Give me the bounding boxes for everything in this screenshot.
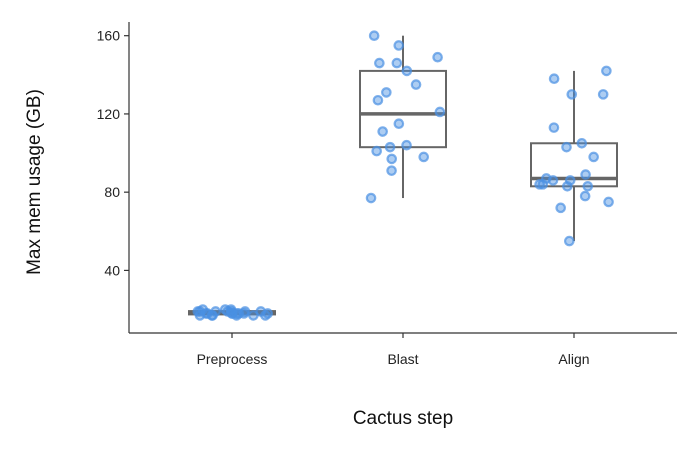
data-point xyxy=(225,304,237,315)
y-ticks: 40 80 120 160 xyxy=(97,28,129,278)
y-tick-label: 80 xyxy=(104,184,120,200)
x-ticks: Preprocess Blast Align xyxy=(197,333,590,367)
data-point xyxy=(371,145,382,157)
data-point xyxy=(548,73,560,85)
data-point xyxy=(365,192,377,204)
data-point xyxy=(401,139,412,151)
data-point xyxy=(239,306,251,317)
data-point xyxy=(576,137,588,149)
data-point xyxy=(192,306,204,317)
data-point xyxy=(262,308,274,319)
data-point xyxy=(566,89,578,100)
data-point xyxy=(597,89,609,100)
x-tick-label: Align xyxy=(558,351,589,367)
data-point xyxy=(202,308,213,319)
data-point xyxy=(393,118,405,130)
x-tick-label: Preprocess xyxy=(197,351,268,367)
y-tick-label: 160 xyxy=(97,28,121,44)
y-tick-label: 120 xyxy=(97,106,121,122)
y-tick-label: 40 xyxy=(104,262,120,278)
data-point xyxy=(401,65,413,77)
data-point xyxy=(374,57,385,69)
data-point xyxy=(548,122,560,133)
x-axis-title: Cactus step xyxy=(353,408,453,429)
data-point xyxy=(434,106,446,118)
data-point xyxy=(386,153,398,165)
data-point xyxy=(410,79,422,90)
data-point xyxy=(432,51,443,63)
data-point xyxy=(391,57,403,69)
data-point xyxy=(601,65,612,77)
iqr-box xyxy=(530,142,618,188)
data-point xyxy=(555,202,566,214)
data-point xyxy=(562,181,573,192)
data-point xyxy=(582,181,594,192)
x-tick-label: Blast xyxy=(387,351,418,367)
data-point xyxy=(580,169,591,180)
data-point xyxy=(377,126,388,137)
data-point xyxy=(561,141,572,153)
points-blast xyxy=(365,30,446,204)
points-preprocess xyxy=(192,304,274,321)
data-point xyxy=(386,165,397,176)
data-point xyxy=(603,196,614,208)
data-point xyxy=(547,175,559,186)
data-point xyxy=(418,151,430,163)
data-point xyxy=(534,179,545,190)
data-point xyxy=(248,310,259,321)
data-point xyxy=(564,235,575,247)
data-point xyxy=(579,190,591,202)
data-point xyxy=(393,40,405,51)
box-blast xyxy=(359,35,447,199)
data-point xyxy=(588,151,599,163)
points-align xyxy=(534,65,614,247)
data-point xyxy=(381,87,392,98)
iqr-box xyxy=(359,69,447,149)
data-point xyxy=(384,141,396,153)
data-point xyxy=(368,30,380,41)
y-axis-title: Max mem usage (GB) xyxy=(24,89,45,275)
data-point xyxy=(372,94,384,106)
points xyxy=(192,30,614,321)
